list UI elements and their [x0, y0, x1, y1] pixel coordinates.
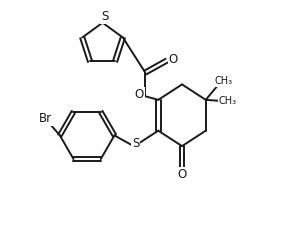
- Text: O: O: [177, 168, 187, 181]
- Text: CH₃: CH₃: [218, 96, 237, 106]
- Text: O: O: [169, 53, 178, 66]
- Text: CH₃: CH₃: [214, 76, 232, 86]
- Text: Br: Br: [38, 112, 52, 125]
- Text: O: O: [135, 88, 144, 101]
- Text: S: S: [101, 10, 109, 23]
- Text: S: S: [132, 137, 140, 150]
